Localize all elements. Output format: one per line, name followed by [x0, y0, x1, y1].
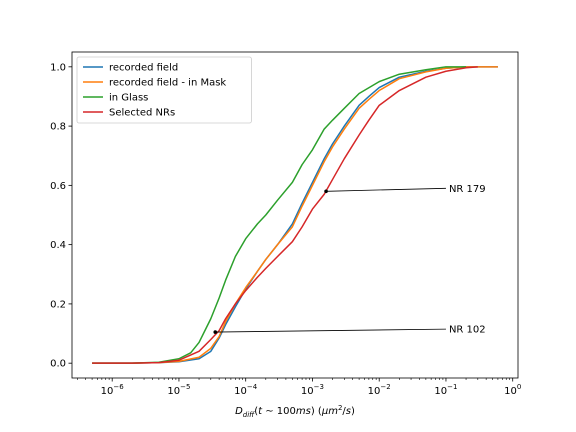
legend-label: Selected NRs — [109, 108, 175, 119]
x-tick-label: 10−5 — [167, 383, 190, 397]
y-tick-label: 0.8 — [50, 122, 66, 133]
x-axis-label: Ddiff(t ∼ 100ms) (μm2/s) — [235, 404, 355, 419]
y-tick-label: 0.6 — [50, 181, 66, 192]
y-tick-label: 0.0 — [50, 359, 66, 370]
annotation-point — [324, 189, 328, 194]
series-line-2 — [92, 66, 467, 364]
x-tick-label: 10−1 — [434, 383, 457, 397]
legend-label: recorded field - in Mask — [109, 78, 226, 89]
annotations: NR 179 NR 102 — [213, 184, 486, 336]
series-layer — [92, 66, 498, 364]
y-axis: 0.0 0.2 0.4 0.6 0.8 1.0 — [50, 62, 72, 370]
x-tick-label: 10−2 — [368, 383, 391, 397]
annotation-arrow — [215, 328, 446, 333]
y-tick-label: 1.0 — [50, 62, 66, 73]
annotation-point — [213, 330, 218, 334]
x-tick-label: 10−6 — [101, 383, 125, 397]
legend-label: in Glass — [109, 93, 148, 104]
legend-box — [76, 56, 252, 124]
legend: recorded field recorded field - in Mask in… — [76, 56, 252, 124]
x-tick-label: 10−4 — [234, 383, 258, 397]
annotation-arrow — [326, 187, 446, 192]
x-tick-label: 100 — [504, 383, 521, 397]
annotation-label: NR 102 — [449, 325, 486, 336]
y-tick-label: 0.2 — [50, 299, 66, 310]
series-line-0 — [92, 66, 498, 364]
legend-label: recorded field — [109, 63, 178, 74]
x-tick-label: 10−3 — [301, 383, 324, 397]
series-line-3 — [92, 66, 478, 364]
x-axis: 10−6 10−5 10−4 10−3 10−2 10−1 100 — [76, 378, 521, 397]
y-tick-label: 0.4 — [50, 240, 66, 251]
plot-frame — [71, 51, 519, 379]
series-line-1 — [92, 66, 498, 364]
annotation-label: NR 179 — [449, 184, 486, 195]
